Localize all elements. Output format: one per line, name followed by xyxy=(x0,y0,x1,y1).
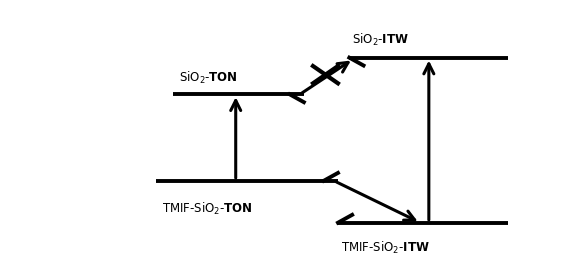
Text: SiO$_2$-$\mathbf{TON}$: SiO$_2$-$\mathbf{TON}$ xyxy=(179,70,238,86)
Text: TMIF-SiO$_2$-$\mathbf{TON}$: TMIF-SiO$_2$-$\mathbf{TON}$ xyxy=(162,200,252,216)
Text: TMIF-SiO$_2$-$\mathbf{ITW}$: TMIF-SiO$_2$-$\mathbf{ITW}$ xyxy=(341,240,429,256)
Text: SiO$_2$-$\mathbf{ITW}$: SiO$_2$-$\mathbf{ITW}$ xyxy=(352,32,409,48)
